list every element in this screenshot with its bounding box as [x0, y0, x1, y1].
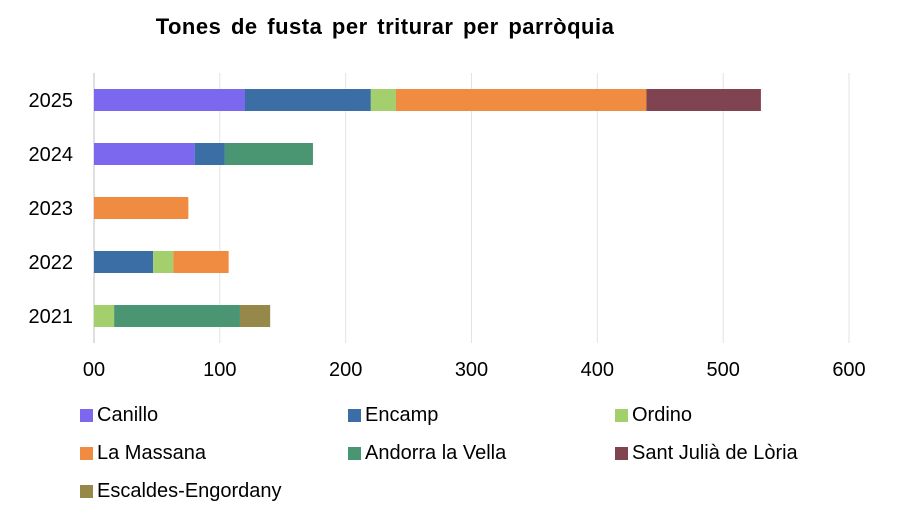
legend-item: Canillo — [80, 403, 158, 427]
chart-title: Tones de fusta per triturar per parròqui… — [155, 14, 615, 39]
legend-label: Andorra la Vella — [365, 441, 507, 464]
legend-label: Encamp — [365, 403, 439, 426]
bar-segment-la-massana — [173, 251, 229, 273]
x-tick-label: 400 — [581, 359, 614, 381]
legend-swatch — [615, 446, 628, 460]
legend-swatch — [80, 446, 93, 460]
legend-label: Ordino — [632, 403, 693, 426]
y-tick-label: 2021 — [29, 306, 74, 328]
y-tick-label: 2023 — [29, 198, 74, 220]
bar-segment-encamp — [94, 251, 154, 273]
bar-segment-andorra-la-vella — [114, 305, 240, 327]
bar-segment-la-massana — [94, 197, 189, 219]
bar-segment-la-massana — [396, 89, 647, 111]
bar-segment-andorra-la-vella — [224, 143, 313, 165]
bar-segment-sant-juli-de-l-ria — [646, 89, 761, 111]
y-tick-label: 2024 — [29, 144, 74, 166]
x-tick-label: 500 — [706, 359, 739, 381]
legend-item: Sant Julià de Lòria — [615, 441, 798, 465]
legend-item: La Massana — [80, 441, 206, 465]
bar-segment-ordino — [94, 305, 115, 327]
legend-swatch — [615, 408, 628, 422]
legend-swatch — [80, 408, 93, 422]
bar-segment-canillo — [94, 143, 195, 165]
legend-swatch — [348, 408, 361, 422]
legend-swatch — [348, 446, 361, 460]
legend-label: Sant Julià de Lòria — [632, 441, 798, 464]
legend-swatch — [80, 484, 93, 498]
legend-item: Andorra la Vella — [348, 441, 506, 465]
x-tick-label: 600 — [832, 359, 865, 381]
legend-label: Canillo — [97, 403, 159, 426]
legend-item: Escaldes-Engordany — [80, 479, 282, 503]
y-tick-label: 2022 — [29, 252, 74, 274]
legend-item: Encamp — [348, 403, 438, 427]
x-tick-label: 200 — [329, 359, 362, 381]
x-tick-label: 00 — [83, 359, 105, 381]
legend-item: Ordino — [615, 403, 692, 427]
bar-segment-encamp — [194, 143, 225, 165]
x-tick-label: 100 — [203, 359, 236, 381]
y-tick-label: 2025 — [29, 90, 74, 112]
bar-segment-encamp — [245, 89, 371, 111]
legend-label: La Massana — [97, 441, 206, 464]
legend-label: Escaldes-Engordany — [97, 479, 282, 502]
x-tick-label: 300 — [455, 359, 488, 381]
bar-segment-ordino — [153, 251, 174, 273]
bar-segment-escaldes-engordany — [239, 305, 271, 327]
bar-segment-ordino — [370, 89, 396, 111]
bar-segment-canillo — [94, 89, 245, 111]
chart-plot: 00 100 200 300 400 500 600 2025 2024 2023 2022 2021 — [29, 73, 866, 381]
